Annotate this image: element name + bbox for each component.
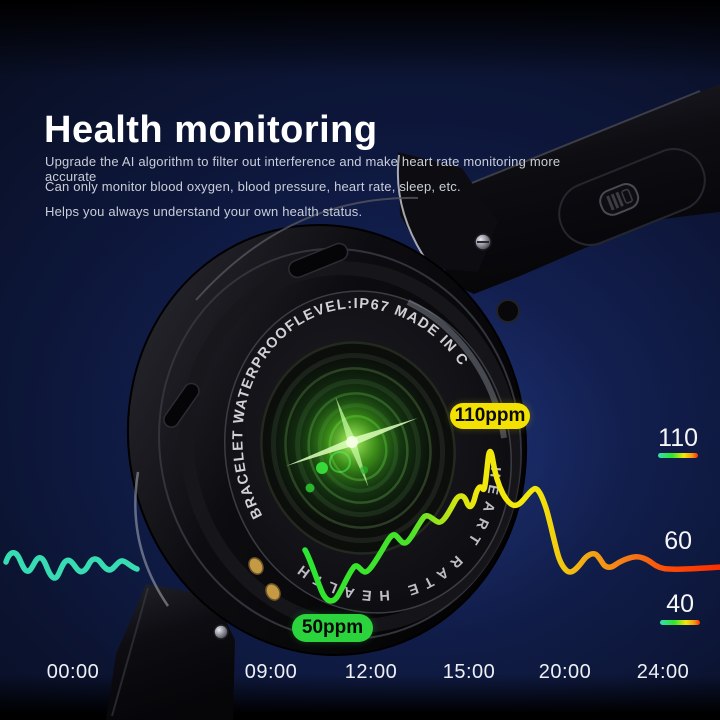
description-line: Helps you always understand your own hea… [45,204,363,219]
y-tick-gradient-bar [660,620,700,625]
heart-rate-wave-main-segment [302,448,720,604]
x-axis-tick-0900: 09:00 [244,661,298,683]
watch-strap-lower [106,584,235,720]
heart-rate-wave-left-segment [3,550,140,581]
lug-slot-upper [288,242,349,279]
y-axis-tick-60: 60 [664,527,692,555]
x-axis-tick-1500: 15:00 [442,661,496,683]
lug-screw-icon [213,624,229,640]
description-line: Upgrade the AI algorithm to filter out i… [45,154,561,184]
watch-strap-upper [438,84,720,294]
strap-lower-highlight [111,587,149,717]
description-line: Can only monitor blood oxygen, blood pre… [45,179,461,194]
clasp-highlight [396,154,429,264]
strap-top-highlight [446,90,701,194]
watch-clasp [398,152,498,272]
charging-contact-1 [248,557,264,575]
x-axis-tick-1200: 12:00 [344,661,398,683]
y-axis-tick-110: 110 [658,424,698,452]
sensor-dot-1 [316,462,328,474]
x-axis-tick-0000: 00:00 [46,661,100,683]
lug-slot-left [163,382,200,428]
sensor-dot-ring [329,451,351,473]
trough-value-badge: 50ppm [292,614,373,642]
case-bottomleft-glint [134,471,170,607]
peak-value-badge: 110ppm [450,403,530,429]
strap-groove [558,148,706,246]
y-tick-gradient-bar [658,453,698,458]
sensor-dot-3 [360,466,368,474]
page-title: Health monitoring [44,109,378,152]
charging-contact-2 [265,583,281,601]
x-axis-tick-2000: 20:00 [538,661,592,683]
lug-hole [496,299,520,323]
strap-badge-icon [599,183,640,216]
sensor-flare-icon [286,396,418,488]
sensor-dot-2 [305,483,315,493]
smartwatch: BRACELET WATERPROOFLEVEL:IP67 MADE IN C … [106,84,720,720]
case-rim [158,247,522,641]
case-topleft-glint [195,196,419,301]
y-axis-tick-40: 40 [666,590,694,618]
x-axis-tick-2400: 24:00 [636,661,690,683]
